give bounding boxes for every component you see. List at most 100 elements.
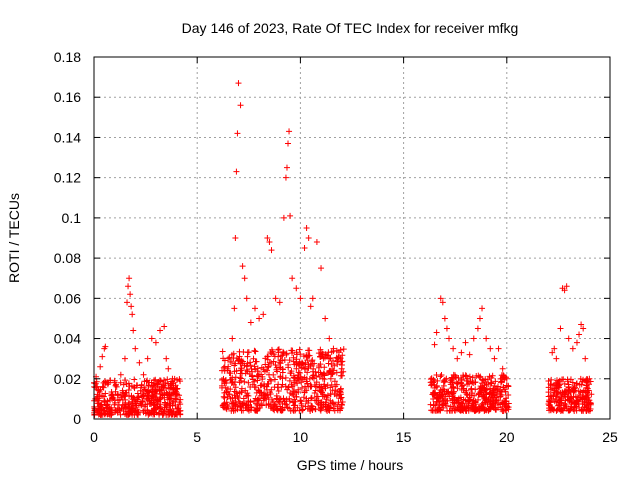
- data-point: [443, 402, 450, 409]
- data-point: [449, 396, 456, 403]
- data-point: [503, 403, 510, 410]
- data-point: [220, 375, 227, 382]
- data-point: [282, 174, 289, 181]
- data-point: [268, 377, 275, 384]
- data-point: [587, 401, 594, 408]
- data-point: [548, 397, 555, 404]
- data-point: [163, 389, 170, 396]
- data-point: [440, 404, 447, 411]
- data-point: [297, 295, 304, 302]
- data-point: [309, 403, 316, 410]
- data-point: [231, 392, 238, 399]
- data-point: [325, 360, 332, 367]
- y-tick-label: 0.16: [54, 89, 81, 105]
- data-point: [441, 376, 448, 383]
- data-point: [291, 374, 298, 381]
- data-point: [310, 375, 317, 382]
- data-point: [268, 247, 275, 254]
- data-point: [439, 299, 446, 306]
- data-point: [453, 380, 460, 387]
- data-point: [173, 385, 180, 392]
- data-point: [145, 409, 152, 416]
- data-point: [492, 406, 499, 413]
- data-point: [244, 368, 251, 375]
- data-point: [290, 388, 297, 395]
- data-point: [221, 380, 228, 387]
- data-point: [105, 408, 112, 415]
- data-point: [248, 365, 255, 372]
- data-point: [153, 403, 160, 410]
- data-point: [228, 400, 235, 407]
- data-point: [128, 405, 135, 411]
- data-point: [156, 405, 163, 412]
- data-point: [237, 403, 244, 410]
- data-point: [140, 407, 147, 414]
- data-point: [307, 395, 314, 402]
- data-point: [271, 376, 278, 383]
- data-point: [169, 402, 176, 409]
- data-point: [553, 355, 560, 362]
- data-point: [562, 397, 569, 404]
- data-point: [310, 365, 317, 372]
- data-point: [330, 400, 337, 407]
- data-point: [455, 375, 462, 382]
- data-point: [556, 402, 563, 409]
- data-point: [120, 408, 127, 415]
- data-point: [161, 323, 168, 330]
- data-point: [131, 383, 138, 390]
- data-point: [144, 355, 151, 362]
- data-point: [485, 405, 492, 412]
- data-point: [326, 368, 333, 375]
- y-tick-label: 0.14: [54, 129, 81, 145]
- data-point: [327, 384, 334, 391]
- data-point: [108, 411, 115, 418]
- data-point: [499, 399, 506, 406]
- data-point: [340, 368, 347, 375]
- data-point: [167, 384, 174, 391]
- data-point: [568, 399, 575, 406]
- data-point: [247, 359, 254, 366]
- data-point: [275, 349, 282, 356]
- data-point: [281, 356, 288, 363]
- data-point: [303, 224, 310, 231]
- data-point: [556, 381, 563, 388]
- data-point: [154, 380, 161, 387]
- data-points: [91, 80, 595, 418]
- data-point: [309, 295, 316, 302]
- data-point: [130, 327, 137, 334]
- data-point: [548, 382, 555, 389]
- data-point: [135, 394, 142, 401]
- data-point: [271, 384, 278, 391]
- data-point: [150, 377, 157, 384]
- data-point: [586, 397, 593, 404]
- data-point: [326, 335, 333, 342]
- data-point: [95, 387, 102, 394]
- data-point: [298, 385, 305, 392]
- data-point: [320, 370, 327, 377]
- data-point: [441, 396, 448, 403]
- data-point: [491, 394, 498, 401]
- data-point: [492, 405, 499, 412]
- data-point: [115, 401, 122, 408]
- data-point: [488, 380, 495, 387]
- data-point: [493, 387, 500, 394]
- data-point: [238, 389, 245, 396]
- data-point: [244, 406, 251, 413]
- data-point: [440, 382, 447, 389]
- data-point: [301, 389, 308, 396]
- data-point: [451, 400, 458, 407]
- data-point: [481, 386, 488, 393]
- data-point: [272, 401, 279, 408]
- data-point: [302, 383, 309, 390]
- data-point: [479, 305, 486, 312]
- data-point: [255, 373, 262, 380]
- data-point: [94, 391, 101, 398]
- data-point: [499, 365, 506, 372]
- data-point: [458, 349, 465, 356]
- data-point: [582, 388, 589, 395]
- data-point: [249, 381, 256, 388]
- data-point: [318, 265, 325, 272]
- data-point: [473, 407, 480, 414]
- data-point: [276, 399, 283, 406]
- data-point: [551, 398, 558, 405]
